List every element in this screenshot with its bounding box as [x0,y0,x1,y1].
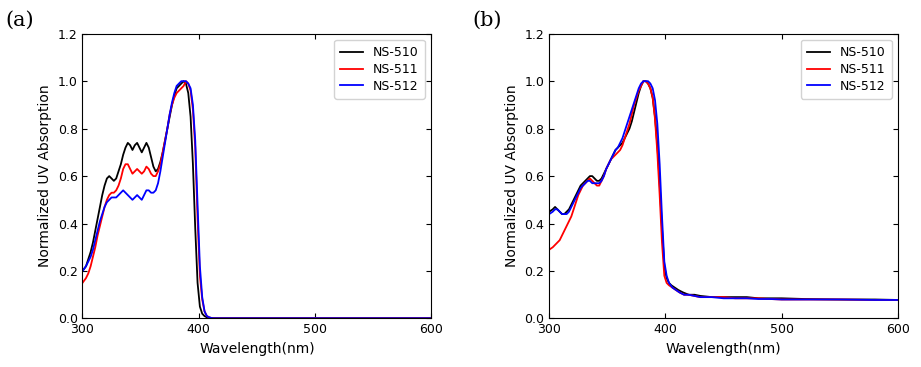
NS-510 [222,316,233,320]
NS-510 [220,316,231,320]
NS-512 [634,86,645,91]
NS-512 [204,315,215,320]
NS-511 [185,88,196,93]
NS-511 [718,295,729,299]
NS-512 [192,202,204,207]
NS-512 [220,316,231,320]
Legend: NS-510, NS-511, NS-512: NS-510, NS-511, NS-512 [801,40,892,99]
NS-511 [228,316,239,320]
NS-511 [565,214,577,219]
NS-511 [426,316,437,320]
NS-512 [208,316,219,320]
Line: NS-510: NS-510 [83,81,431,318]
Y-axis label: Normalized UV Absorption: Normalized UV Absorption [38,85,52,268]
Line: NS-511: NS-511 [83,81,431,318]
NS-510 [634,91,645,95]
NS-511 [612,150,624,155]
NS-512 [612,145,624,150]
NS-512 [222,316,233,320]
NS-510 [892,298,904,302]
NS-511 [208,316,219,320]
NS-510 [77,269,88,273]
NS-511 [594,184,605,188]
NS-511 [543,247,554,252]
Text: (a): (a) [6,11,34,30]
NS-510 [718,295,729,299]
NS-512 [426,316,437,320]
NS-511 [638,79,649,83]
Line: NS-510: NS-510 [549,81,898,300]
NS-512 [77,269,88,273]
NS-510 [426,316,437,320]
NS-511 [77,281,88,285]
NS-511 [634,88,645,93]
NS-510 [706,295,717,299]
NS-512 [543,212,554,216]
NS-510 [178,79,189,83]
NS-511 [582,179,593,183]
NS-510 [204,316,215,320]
NS-512 [892,298,904,302]
Line: NS-512: NS-512 [83,81,431,318]
NS-512 [594,181,605,185]
NS-512 [565,205,577,209]
NS-512 [718,296,729,301]
X-axis label: Wavelength(nm): Wavelength(nm) [666,342,781,356]
Line: NS-512: NS-512 [549,81,898,300]
NS-511 [192,217,204,221]
NS-511 [204,315,215,320]
NS-512 [185,86,196,91]
NS-510 [192,281,204,285]
NS-512 [638,79,649,83]
Text: (b): (b) [472,11,502,30]
NS-512 [228,316,239,320]
X-axis label: Wavelength(nm): Wavelength(nm) [199,342,315,356]
NS-510 [582,176,593,181]
NS-510 [228,316,239,320]
NS-511 [220,316,231,320]
NS-511 [181,79,192,83]
NS-510 [543,210,554,214]
NS-510 [206,316,217,320]
NS-512 [176,79,187,83]
NS-510 [594,179,605,183]
Y-axis label: Normalized UV Absorption: Normalized UV Absorption [505,85,519,268]
NS-510 [638,79,649,83]
NS-512 [869,298,880,302]
NS-510 [185,115,196,119]
NS-511 [892,298,904,302]
Line: NS-511: NS-511 [549,81,898,300]
Legend: NS-510, NS-511, NS-512: NS-510, NS-511, NS-512 [334,40,425,99]
NS-510 [565,202,577,207]
NS-511 [222,316,233,320]
NS-512 [582,179,593,183]
NS-511 [869,298,880,302]
